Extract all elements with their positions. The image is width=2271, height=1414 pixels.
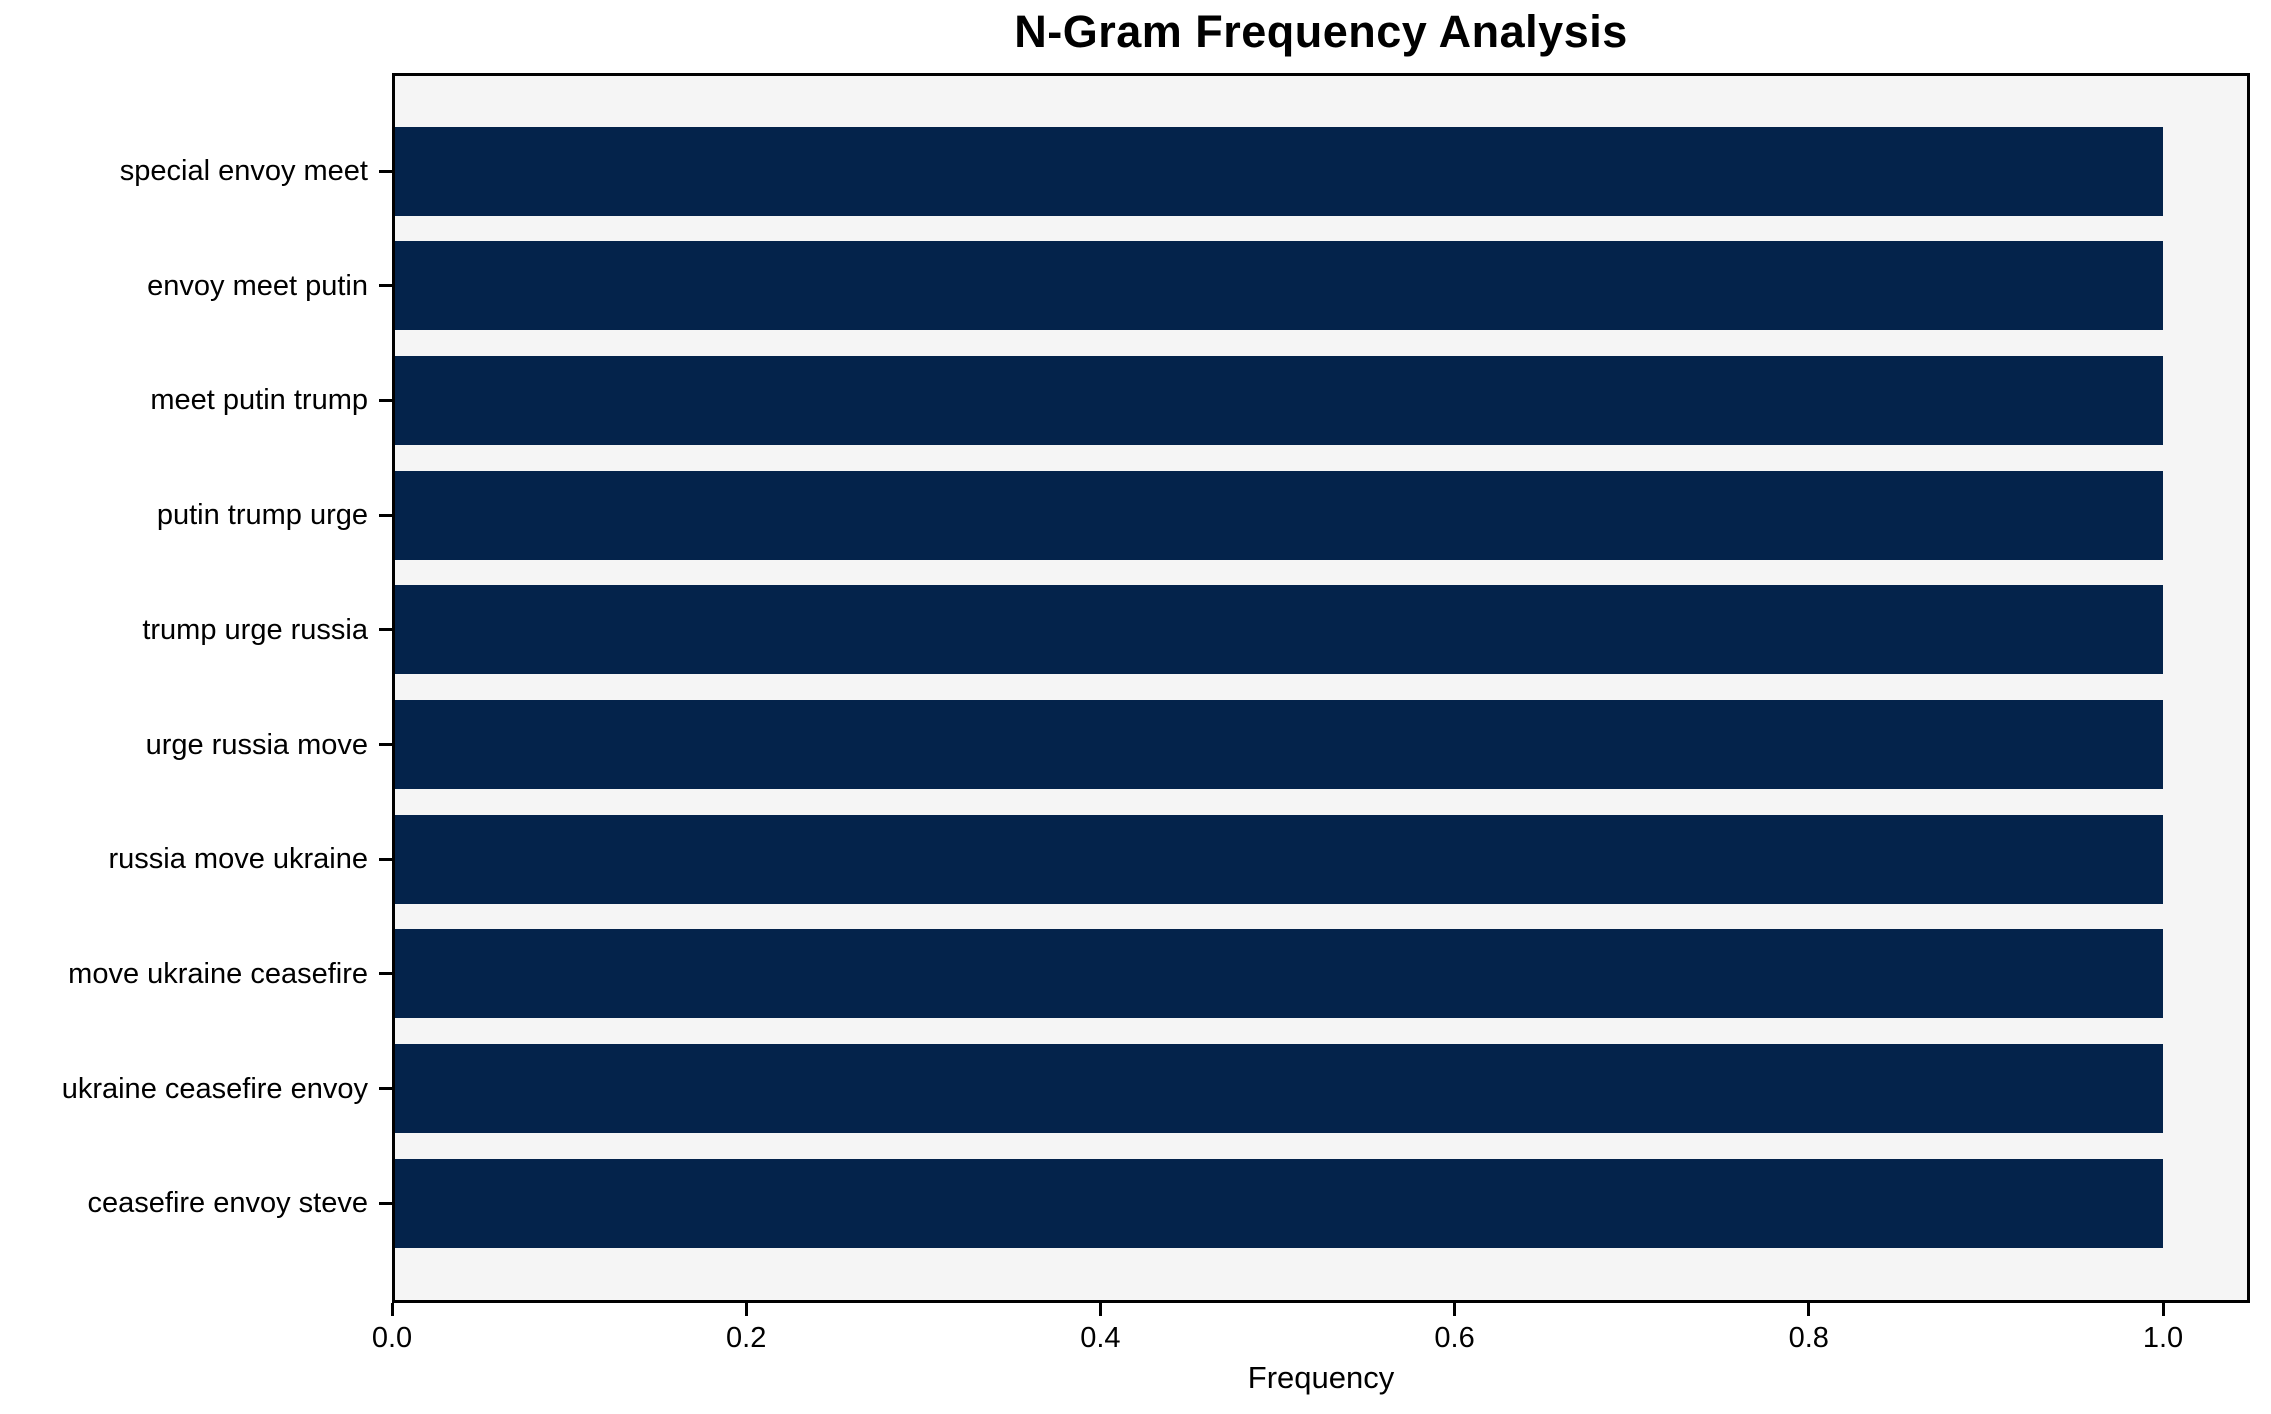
- y-tick-label: urge russia move: [145, 728, 368, 761]
- y-tick-label: move ukraine ceasefire: [68, 957, 368, 990]
- y-tick-mark: [379, 169, 392, 173]
- bar-envoy-meet-putin: [395, 241, 2163, 331]
- y-tick-label: special envoy meet: [119, 155, 368, 187]
- x-tick-mark: [1807, 1303, 1811, 1316]
- x-tick-label: 0.4: [1080, 1322, 1121, 1354]
- y-tick-mark: [379, 857, 392, 861]
- y-tick-label: putin trump urge: [156, 499, 368, 532]
- x-tick-mark: [1098, 1303, 1102, 1316]
- y-tick-mark: [379, 284, 392, 288]
- y-tick-label: trump urge russia: [142, 613, 368, 646]
- plot-area: [392, 73, 2250, 1303]
- bar-move-ukraine-ceasefire: [395, 929, 2163, 1019]
- y-tick-mark: [379, 743, 392, 746]
- bar-ceasefire-envoy-steve: [395, 1158, 2163, 1248]
- y-tick-mark: [379, 1087, 392, 1091]
- y-tick-label: ceasefire envoy steve: [87, 1187, 368, 1220]
- x-tick-label: 0.2: [726, 1322, 767, 1354]
- bar-russia-move-ukraine: [395, 814, 2163, 904]
- y-tick-label: russia move ukraine: [108, 843, 369, 876]
- y-tick-label: ukraine ceasefire envoy: [61, 1072, 368, 1105]
- bar-putin-trump-urge: [395, 470, 2163, 560]
- x-tick-mark: [1453, 1303, 1457, 1316]
- x-tick-label: 0.0: [371, 1322, 413, 1354]
- bar-special-envoy-meet: [395, 126, 2163, 216]
- y-tick-mark: [379, 398, 392, 402]
- y-tick-mark: [379, 628, 392, 632]
- y-tick-mark: [379, 513, 392, 517]
- bar-meet-putin-trump: [395, 355, 2163, 445]
- y-tick-label: envoy meet putin: [147, 269, 368, 302]
- bar-ukraine-ceasefire-envoy: [395, 1044, 2163, 1134]
- bar-trump-urge-russia: [395, 585, 2163, 675]
- x-tick-label: 0.6: [1434, 1322, 1475, 1354]
- x-tick-mark: [2161, 1303, 2165, 1316]
- x-tick-mark: [744, 1303, 748, 1316]
- y-tick-mark: [379, 1201, 392, 1205]
- x-tick-mark: [390, 1303, 394, 1316]
- y-tick-label: meet putin trump: [150, 384, 368, 417]
- x-axis-label: Frequency: [1247, 1360, 1395, 1395]
- chart-title: N-Gram Frequency Analysis: [1014, 6, 1628, 57]
- bar-urge-russia-move: [395, 700, 2163, 789]
- x-tick-label: 1.0: [2142, 1322, 2184, 1354]
- y-tick-mark: [379, 972, 392, 976]
- x-tick-label: 0.8: [1788, 1322, 1829, 1354]
